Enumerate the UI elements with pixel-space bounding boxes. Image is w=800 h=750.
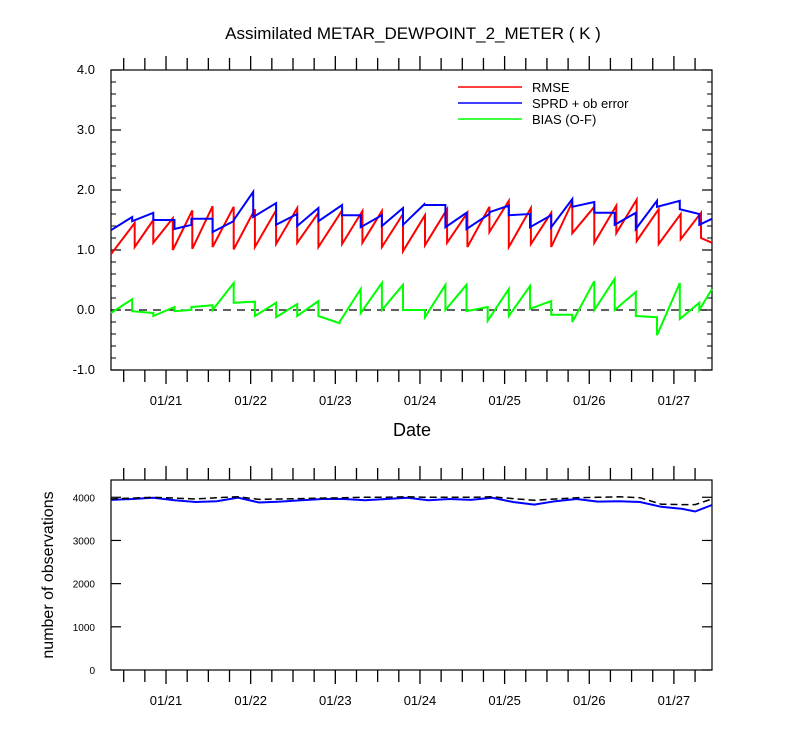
series-line-1 [110, 188, 713, 234]
x-tick-label: 01/27 [658, 393, 691, 408]
x-tick-label: 01/23 [319, 393, 352, 408]
y-axis: 0 1000 2000 3000 4000 [73, 493, 712, 677]
x-tick-label: 01/24 [404, 693, 437, 708]
y-axis: -1.0 0.0 1.0 2.0 3.0 4.0 [73, 62, 712, 377]
rmse-bias-chart: Assimilated METAR_DEWPOINT_2_METER ( K )… [73, 24, 713, 440]
x-tick-label: 01/22 [234, 393, 267, 408]
x-tick-label: 01/27 [658, 693, 691, 708]
y-tick-label: -1.0 [73, 362, 95, 377]
series-line-0 [110, 196, 713, 255]
x-tick-label: 01/25 [488, 393, 521, 408]
x-tick-label: 01/23 [319, 693, 352, 708]
x-tick-label: 01/21 [150, 693, 183, 708]
plot-frame [110, 479, 713, 671]
x-tick-label: 01/26 [573, 393, 606, 408]
y-tick-label: 1000 [73, 623, 96, 634]
y-tick-label: 3.0 [77, 122, 95, 137]
series-line-1 [110, 496, 713, 506]
x-axis: 01/21 01/22 01/23 01/24 01/25 01/26 01/27 [123, 56, 696, 408]
y-axis-label: number of observations [40, 491, 57, 658]
legend-label: BIAS (O-F) [532, 112, 596, 127]
legend-label: SPRD + ob error [532, 96, 629, 111]
data-series [110, 496, 713, 513]
data-series [110, 188, 713, 336]
y-tick-label: 2000 [73, 580, 96, 591]
x-tick-label: 01/25 [488, 693, 521, 708]
x-axis-label: Date [393, 420, 431, 440]
series-line-2 [110, 275, 713, 336]
y-tick-label: 4.0 [77, 62, 95, 77]
legend-label: RMSE [532, 80, 570, 95]
x-tick-label: 01/21 [150, 393, 183, 408]
x-tick-label: 01/26 [573, 693, 606, 708]
plot-frame [110, 69, 713, 371]
series-line-0 [110, 496, 713, 513]
y-tick-label: 1.0 [77, 242, 95, 257]
x-tick-label: 01/22 [234, 693, 267, 708]
y-tick-label: 0 [89, 666, 95, 677]
x-tick-label: 01/24 [404, 393, 437, 408]
x-axis: 01/21 01/22 01/23 01/24 01/25 01/26 01/27 [123, 466, 696, 708]
y-tick-label: 4000 [73, 493, 96, 504]
y-tick-label: 0.0 [77, 302, 95, 317]
y-tick-label: 3000 [73, 536, 96, 547]
y-tick-label: 2.0 [77, 182, 95, 197]
chart-title: Assimilated METAR_DEWPOINT_2_METER ( K ) [225, 24, 601, 43]
